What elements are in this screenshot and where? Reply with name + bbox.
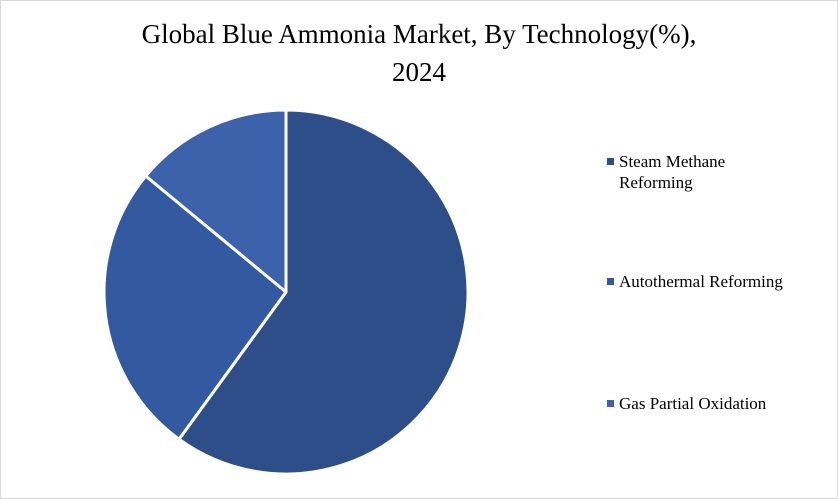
legend-label-gas-partial-oxidation: Gas Partial Oxidation — [619, 393, 766, 414]
pie-slice-steam-methane-reforming — [177, 108, 470, 476]
pie-slice-gas-partial-oxidation — [144, 108, 288, 294]
legend-label-line: Gas Partial Oxidation — [619, 394, 767, 413]
chart-title-line-2: 2024 — [392, 57, 446, 87]
chart-title: Global Blue Ammonia Market, By Technolog… — [1, 15, 837, 91]
chart-title-line-1: Global Blue Ammonia Market, By Technolog… — [141, 19, 697, 49]
legend-swatch-gas-partial-oxidation — [607, 400, 614, 407]
legend-label-autothermal-reforming: Autothermal Reforming — [619, 271, 783, 292]
legend-label-line: Steam Methane — [619, 152, 726, 171]
pie-slices — [102, 108, 470, 476]
legend-swatch-autothermal-reforming — [607, 278, 614, 285]
legend-swatch-steam-methane-reforming — [607, 158, 614, 165]
pie-slice-autothermal-reforming — [102, 174, 288, 441]
legend-item-gas-partial-oxidation: Gas Partial Oxidation — [607, 393, 832, 414]
legend-label-line: Reforming — [619, 173, 693, 192]
legend-item-autothermal-reforming: Autothermal Reforming — [607, 271, 832, 292]
legend-item-steam-methane-reforming: Steam Methane Reforming — [607, 151, 832, 193]
legend-label-line: Autothermal Reforming — [619, 272, 783, 291]
legend-label-steam-methane-reforming: Steam Methane Reforming — [619, 151, 725, 193]
